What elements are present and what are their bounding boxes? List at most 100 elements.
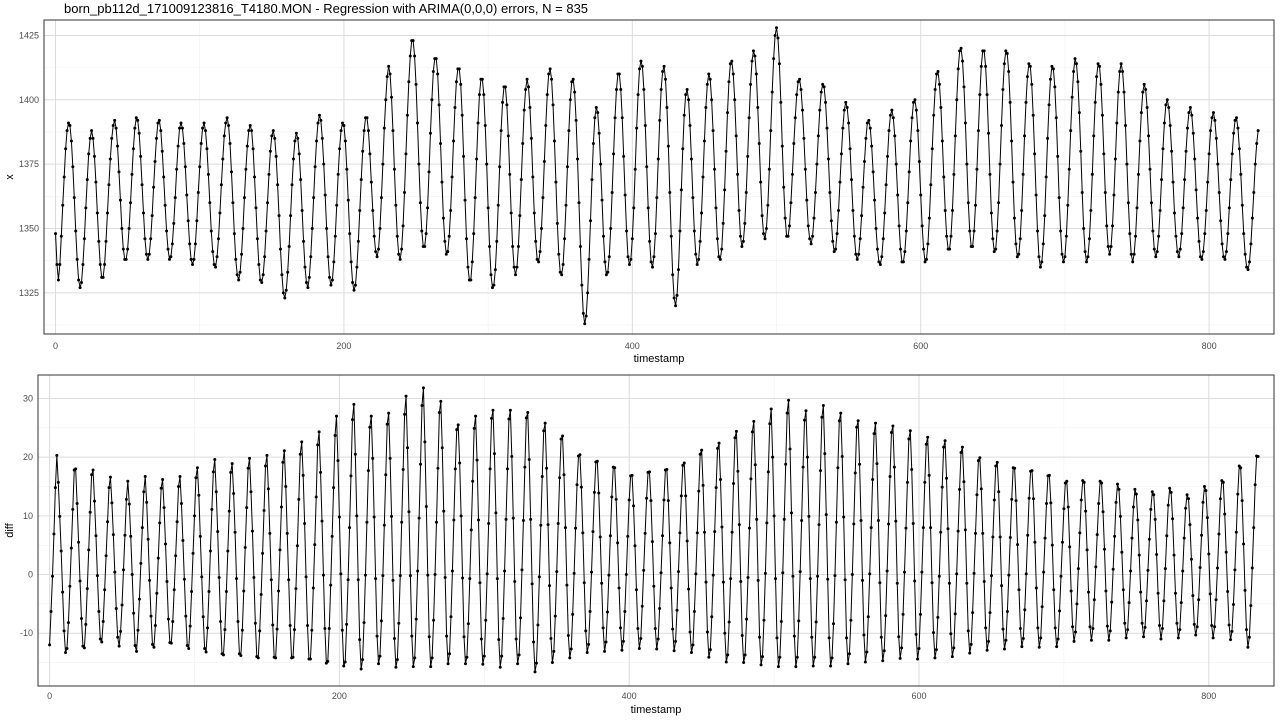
data-point [501,100,505,104]
data-point [256,656,260,660]
data-point [694,572,698,576]
data-point [782,517,786,521]
data-point [930,581,934,585]
data-point [88,510,92,514]
data-point [345,167,349,171]
data-point [530,582,534,586]
data-point [512,265,516,269]
data-point [947,581,951,585]
data-point [291,655,295,659]
data-point [520,568,524,572]
data-point [600,198,604,202]
data-point [553,614,557,618]
data-point [222,134,226,138]
data-point [890,108,894,112]
data-point [304,281,308,285]
data-point [1118,69,1122,73]
data-point [658,118,662,122]
data-point [546,523,550,527]
x-tick-label: 0 [53,341,58,351]
data-point [1132,252,1136,256]
data-point [966,629,970,633]
data-point [236,619,240,623]
data-point [1148,167,1152,171]
data-point [363,573,367,577]
data-point [218,211,222,215]
series-points [48,386,1260,674]
data-point [626,534,630,538]
data-point [444,252,448,256]
x-tick-label: 200 [332,691,347,701]
data-point [508,408,512,412]
data-point [747,526,751,530]
data-point [1110,600,1114,604]
data-point [198,165,202,169]
data-point [192,257,196,261]
panel-border [37,374,1275,687]
data-point [342,124,346,128]
data-point [929,526,933,530]
data-point [643,124,647,128]
data-point [1246,268,1250,272]
data-point [245,506,249,510]
data-point [1107,638,1111,642]
data-point [591,530,595,534]
data-point [85,178,89,182]
data-point [352,402,356,406]
data-point [879,635,883,639]
data-point [547,72,551,76]
data-point [355,265,359,269]
data-point [450,175,454,179]
data-point [1012,216,1016,220]
data-point [695,263,699,267]
data-point [226,549,230,553]
data-point [671,273,675,277]
data-point [536,623,540,627]
data-point [645,165,649,169]
data-point [277,589,281,593]
data-point [1064,234,1068,238]
data-point [1171,180,1175,184]
data-point [1222,255,1226,259]
data-point [311,586,315,590]
data-point [1020,208,1024,212]
data-point [529,136,533,140]
data-point [760,214,764,218]
data-point [184,614,188,618]
data-point [986,131,990,135]
data-point [506,134,510,138]
data-point [813,655,817,659]
data-point [562,473,566,477]
data-point [1121,588,1125,592]
data-point [676,268,680,272]
data-point [648,239,652,243]
data-point [217,575,221,579]
data-point [988,611,992,615]
data-point [227,124,231,128]
data-point [952,646,956,650]
data-point [617,72,621,76]
data-point [117,170,121,174]
data-point [600,581,604,585]
data-point [336,172,340,176]
data-point [1104,589,1108,593]
data-point [208,549,212,553]
data-point [174,554,178,558]
data-point [264,229,268,233]
data-point [921,526,925,530]
data-point [454,80,458,84]
data-point [829,664,833,668]
data-point [77,540,81,544]
data-point [58,514,62,518]
data-point [850,573,854,577]
data-point [908,429,912,433]
data-point [754,72,758,76]
data-point [1047,103,1051,107]
data-point [639,636,643,640]
data-point [1191,131,1195,135]
data-point [997,201,1001,205]
data-point [124,497,128,501]
data-point [1053,626,1057,630]
data-point [847,652,851,656]
data-point [716,446,720,450]
